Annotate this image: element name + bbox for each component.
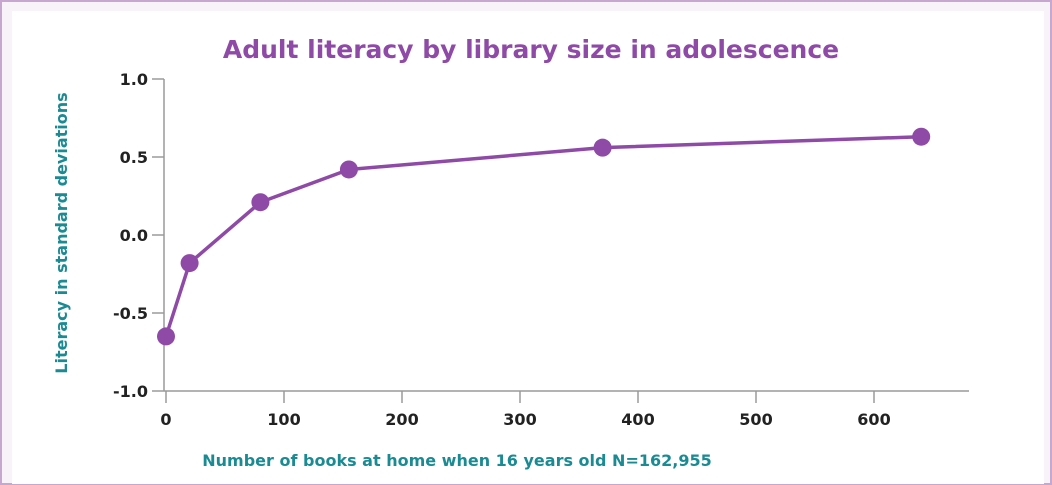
data-point: [339, 160, 358, 179]
x-tick-label: 0: [160, 410, 171, 429]
y-tick-label: -0.5: [113, 304, 148, 323]
chart-title: Adult literacy by library size in adoles…: [223, 35, 839, 64]
x-tick-label: 100: [267, 410, 300, 429]
x-tick-label: 500: [739, 410, 772, 429]
data-point: [180, 254, 199, 273]
y-tick-label: 0.0: [120, 226, 148, 245]
x-tick-label: 600: [857, 410, 890, 429]
y-tick-label: -1.0: [113, 382, 148, 401]
y-tick-label: 0.5: [120, 148, 148, 167]
data-point: [157, 327, 175, 346]
x-axis-label: Number of books at home when 16 years ol…: [202, 451, 711, 470]
chart-panel: Adult literacy by library size in adoles…: [12, 11, 1044, 484]
line-chart: Adult literacy by library size in adoles…: [52, 35, 969, 470]
series-layer: [157, 127, 931, 346]
series-line: [164, 134, 922, 337]
x-tick-label: 400: [621, 410, 654, 429]
x-tick-label: 300: [503, 410, 536, 429]
y-axis-label: Literacy in standard deviations: [52, 92, 71, 373]
data-point: [912, 127, 931, 146]
data-point: [251, 193, 270, 212]
x-tick-label: 200: [385, 410, 418, 429]
y-tick-label: 1.0: [120, 70, 148, 89]
data-point: [593, 138, 612, 157]
axes: -1.0 -0.5 0.0 0.5 1.0 0 100 200 300 400 500 600: [113, 70, 969, 429]
